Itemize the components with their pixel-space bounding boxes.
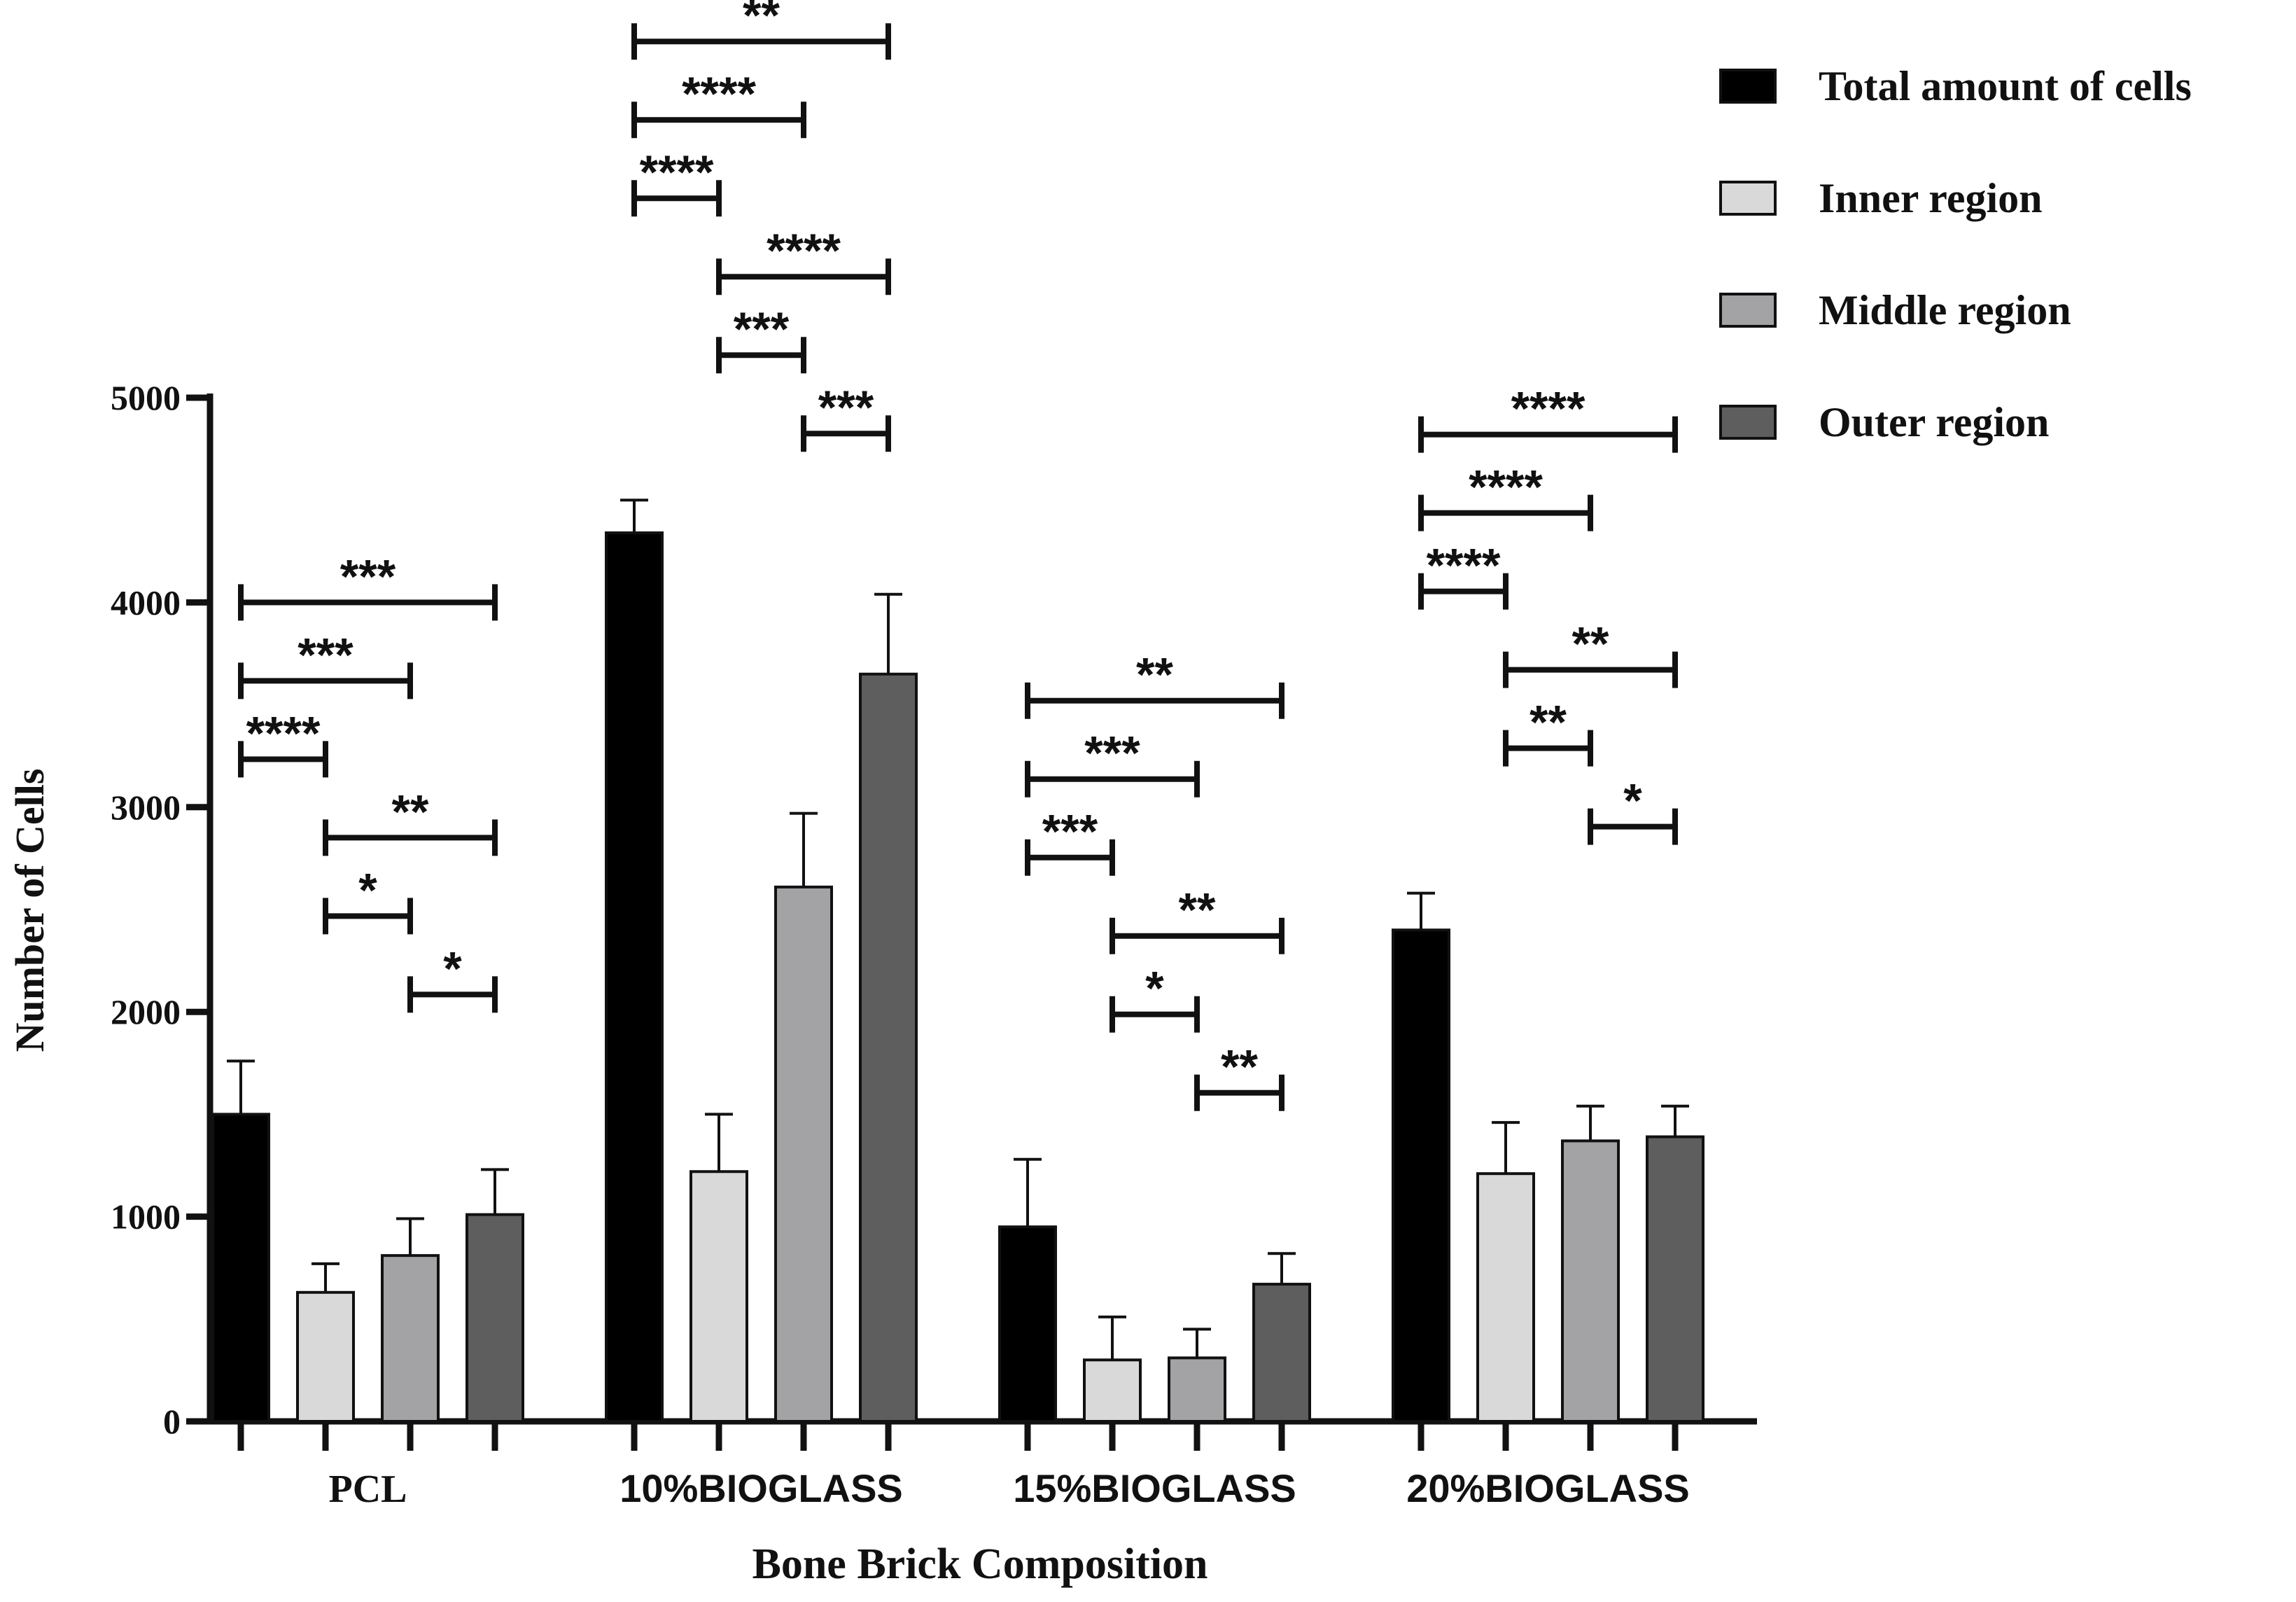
bar [381,1254,440,1423]
y-tick-label: 0 [163,1402,181,1441]
y-tick-label: 1000 [111,1197,181,1237]
significance-label: * [358,863,377,917]
y-tick-label: 4000 [111,583,181,622]
significance-label: **** [766,224,841,277]
significance-label: **** [1469,461,1543,514]
bar [465,1213,524,1423]
significance-label: *** [340,550,396,603]
bar [1083,1358,1142,1423]
bar [1561,1139,1620,1423]
bar [1392,928,1450,1423]
y-tick-label: 2000 [111,992,181,1031]
significance-label: * [1623,774,1642,828]
significance-label: * [1145,962,1164,1015]
significance-label: **** [1427,539,1501,592]
significance-label: *** [1042,805,1098,858]
bar [774,885,833,1423]
y-tick-label: 3000 [111,788,181,827]
significance-label: *** [818,381,874,434]
legend-swatch [1719,293,1777,328]
bar [296,1290,355,1423]
legend-label: Total amount of cells [1819,63,2192,109]
bar [1252,1283,1311,1423]
bar [1168,1356,1226,1423]
bar [998,1225,1057,1423]
significance-label: ** [1221,1040,1258,1094]
significance-label: ** [743,0,780,42]
significance-label: ** [1530,696,1567,749]
bar [605,531,664,1423]
significance-label: * [443,942,462,995]
y-tick-label: 5000 [111,378,181,417]
legend: Total amount of cells Inner region Middle … [1719,63,2192,445]
x-tick-label: 10%BIOGLASS [620,1466,903,1510]
y-axis-label: Number of Cells [7,769,52,1052]
bar [690,1170,748,1423]
legend-label: Middle region [1819,287,2071,333]
legend-label: Inner region [1819,175,2042,221]
significance-label: **** [246,706,321,760]
legend-swatch [1719,69,1777,104]
x-tick-label: 15%BIOGLASS [1013,1466,1296,1510]
significance-label: **** [1511,382,1586,436]
legend-swatch [1719,405,1777,440]
significance-label: ** [1136,648,1173,702]
x-axis-label: Bone Brick Composition [752,1540,1208,1588]
significance-label: *** [1084,727,1140,780]
significance-label: ** [392,785,429,838]
bar [1646,1135,1704,1423]
legend-label: Outer region [1819,399,2049,445]
significance-label: ** [1179,884,1216,937]
bar [1476,1172,1535,1423]
legend-swatch [1719,181,1777,216]
bar [211,1113,270,1423]
bar [859,672,918,1423]
significance-label: *** [298,628,354,681]
significance-label: **** [640,146,714,199]
x-tick-label: 20%BIOGLASS [1406,1466,1690,1510]
significance-label: **** [682,67,756,120]
plot-area: 0 1000 2000 3000 4000 5000 PCL 10%BIOGLASS 15%BI… [111,378,1757,1511]
significance-label: ** [1572,618,1609,671]
x-tick-label: PCL [329,1468,407,1511]
significance-brackets: ****************************************… [238,0,1678,1111]
significance-label: *** [734,302,790,356]
